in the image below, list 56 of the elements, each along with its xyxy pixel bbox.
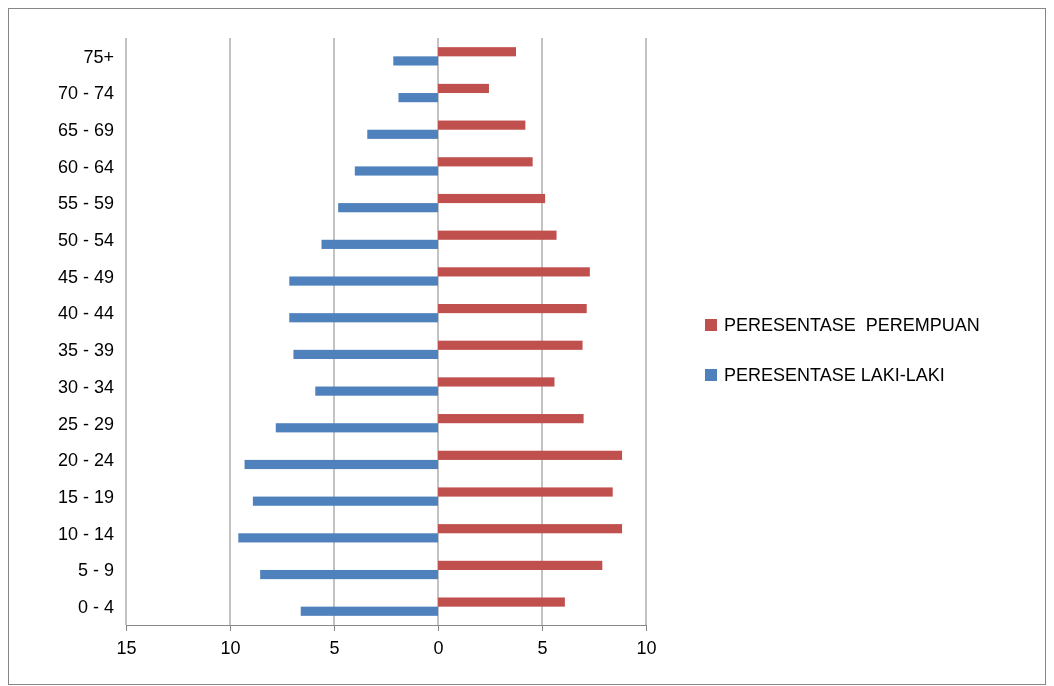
legend-label: PERESENTASE LAKI-LAKI: [724, 365, 945, 386]
bar: [438, 597, 565, 607]
y-tick-label: 35 - 39: [57, 340, 114, 361]
bar: [289, 313, 438, 323]
x-tick-label: 10: [220, 637, 241, 658]
y-tick-label: 55 - 59: [57, 193, 114, 214]
bar: [438, 83, 489, 94]
bar: [438, 267, 590, 277]
y-tick-label: 10 - 14: [57, 523, 114, 544]
bar: [438, 47, 516, 57]
x-tick-label: 15: [116, 637, 137, 658]
y-tick-label: 50 - 54: [57, 230, 114, 251]
x-tick-label: 5: [537, 637, 548, 658]
bar: [367, 129, 438, 139]
y-tick-label: 5 - 9: [77, 560, 114, 581]
bar: [438, 120, 526, 130]
y-tick-label: 70 - 74: [57, 83, 114, 104]
bar: [300, 606, 438, 616]
bar: [438, 377, 555, 387]
bar: [438, 193, 546, 204]
y-tick-label: 0 - 4: [77, 596, 114, 617]
x-tick-label: 10: [636, 637, 657, 658]
bar: [252, 496, 438, 506]
y-tick-label: 15 - 19: [57, 486, 114, 507]
bar: [438, 230, 557, 240]
y-tick-label: 45 - 49: [57, 266, 114, 287]
bar: [293, 349, 438, 360]
y-tick-label: 60 - 64: [57, 156, 114, 177]
bar: [438, 157, 533, 167]
x-tick-label: 0: [433, 637, 444, 658]
bar: [238, 533, 438, 543]
y-tick-label: 25 - 29: [57, 413, 114, 434]
y-tick-label: 20 - 24: [57, 450, 114, 471]
bar: [244, 459, 438, 470]
x-tick-label: 5: [329, 637, 340, 658]
y-tick-label: 65 - 69: [57, 120, 114, 141]
bar: [354, 166, 438, 176]
bar: [289, 276, 438, 286]
bar: [275, 423, 438, 433]
y-tick-label: 40 - 44: [57, 303, 114, 324]
bar: [398, 93, 438, 103]
legend-label: PERESENTASE PEREMPUAN: [724, 315, 980, 336]
bar: [438, 340, 583, 350]
y-tick-label: 75+: [83, 46, 114, 67]
bar: [438, 487, 613, 497]
bar: [260, 569, 438, 580]
bar: [321, 239, 438, 249]
bar: [438, 303, 587, 314]
bar: [438, 414, 584, 424]
bar: [438, 560, 603, 570]
bar: [315, 386, 438, 396]
bar: [438, 524, 623, 534]
bar: [393, 56, 438, 66]
y-tick-label: 30 - 34: [57, 376, 114, 397]
bar: [438, 450, 623, 460]
bar: [338, 203, 438, 213]
